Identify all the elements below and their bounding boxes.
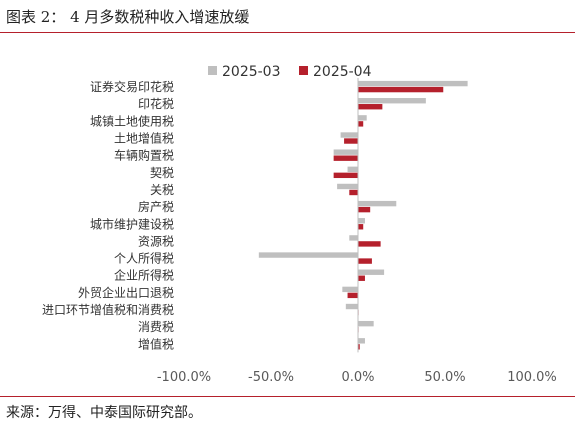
category-label: 房产税 <box>138 199 174 214</box>
x-axis: -100.0% -50.0% 0.0% 50.0% 100.0% <box>157 78 557 385</box>
bar-series-2 <box>358 258 372 264</box>
category-label: 城市维护建设税 <box>90 216 174 231</box>
legend-label-series-2: 2025-04 <box>313 64 372 80</box>
bar-series-1 <box>358 80 468 87</box>
bar-series-2 <box>358 206 371 213</box>
bar-series-1 <box>258 252 358 258</box>
bar-series-1 <box>333 149 358 155</box>
x-tick-label: 100.0% <box>507 370 557 385</box>
bar-series-2 <box>347 292 358 299</box>
x-tick-label: -50.0% <box>248 370 294 385</box>
category-label: 个人所得税 <box>114 251 174 266</box>
bar-series-1 <box>337 183 358 190</box>
legend-label-series-1: 2025-03 <box>222 64 281 80</box>
bar-series-2 <box>333 172 358 179</box>
source-note: 来源：万得、中泰国际研究部。 <box>6 405 202 421</box>
page-title: 图表 2： 4 月多数税种收入增速放缓 <box>6 8 250 26</box>
bar-series-1 <box>358 320 374 327</box>
category-label: 印花税 <box>138 96 174 111</box>
bar-series-2 <box>358 104 383 110</box>
bar-series-1 <box>345 303 358 310</box>
bar-series-2 <box>344 138 358 144</box>
bar-series-1 <box>349 235 358 241</box>
bar-series-1 <box>347 166 358 173</box>
x-tick-label: 50.0% <box>424 370 465 385</box>
source-rule <box>0 396 575 397</box>
chart-bars <box>258 80 468 350</box>
category-label: 土地增值税 <box>114 131 174 146</box>
bar-series-1 <box>342 286 358 293</box>
bar-series-2 <box>358 224 364 230</box>
bar-series-1 <box>358 338 365 344</box>
bar-series-1 <box>340 132 358 138</box>
bar-series-2 <box>358 86 444 93</box>
bar-series-2 <box>358 121 364 127</box>
bar-series-2 <box>349 189 358 196</box>
category-label: 企业所得税 <box>114 268 174 283</box>
bar-series-2 <box>333 155 358 161</box>
category-label: 车辆购置税 <box>114 148 174 163</box>
bar-series-1 <box>358 200 397 207</box>
bar-series-1 <box>358 115 367 121</box>
bar-series-1 <box>358 98 426 104</box>
category-label: 增值税 <box>138 336 174 351</box>
chart-legend: 2025-03 2025-04 <box>208 64 372 80</box>
bar-series-1 <box>358 218 365 224</box>
title-rule <box>0 32 575 33</box>
bar-series-2 <box>358 275 365 281</box>
x-tick-label: -100.0% <box>157 370 211 385</box>
legend-swatch-series-1 <box>208 66 217 75</box>
category-label: 证券交易印花税 <box>90 79 174 94</box>
category-label: 外贸企业出口退税 <box>78 285 174 300</box>
category-label: 进口环节增值税和消费税 <box>42 302 174 317</box>
category-label: 城镇土地使用税 <box>90 113 174 128</box>
category-labels: 证券交易印花税印花税城镇土地使用税土地增值税车辆购置税契税关税房产税城市维护建设… <box>42 79 174 351</box>
category-label: 关税 <box>150 183 174 197</box>
category-label: 资源税 <box>138 234 174 248</box>
category-label: 消费税 <box>138 320 174 334</box>
bar-series-2 <box>358 344 360 350</box>
category-label: 契税 <box>150 166 174 180</box>
x-tick-label: 0.0% <box>341 370 374 385</box>
bar-series-2 <box>358 241 381 247</box>
bar-series-1 <box>358 269 385 275</box>
legend-swatch-series-2 <box>299 66 308 75</box>
